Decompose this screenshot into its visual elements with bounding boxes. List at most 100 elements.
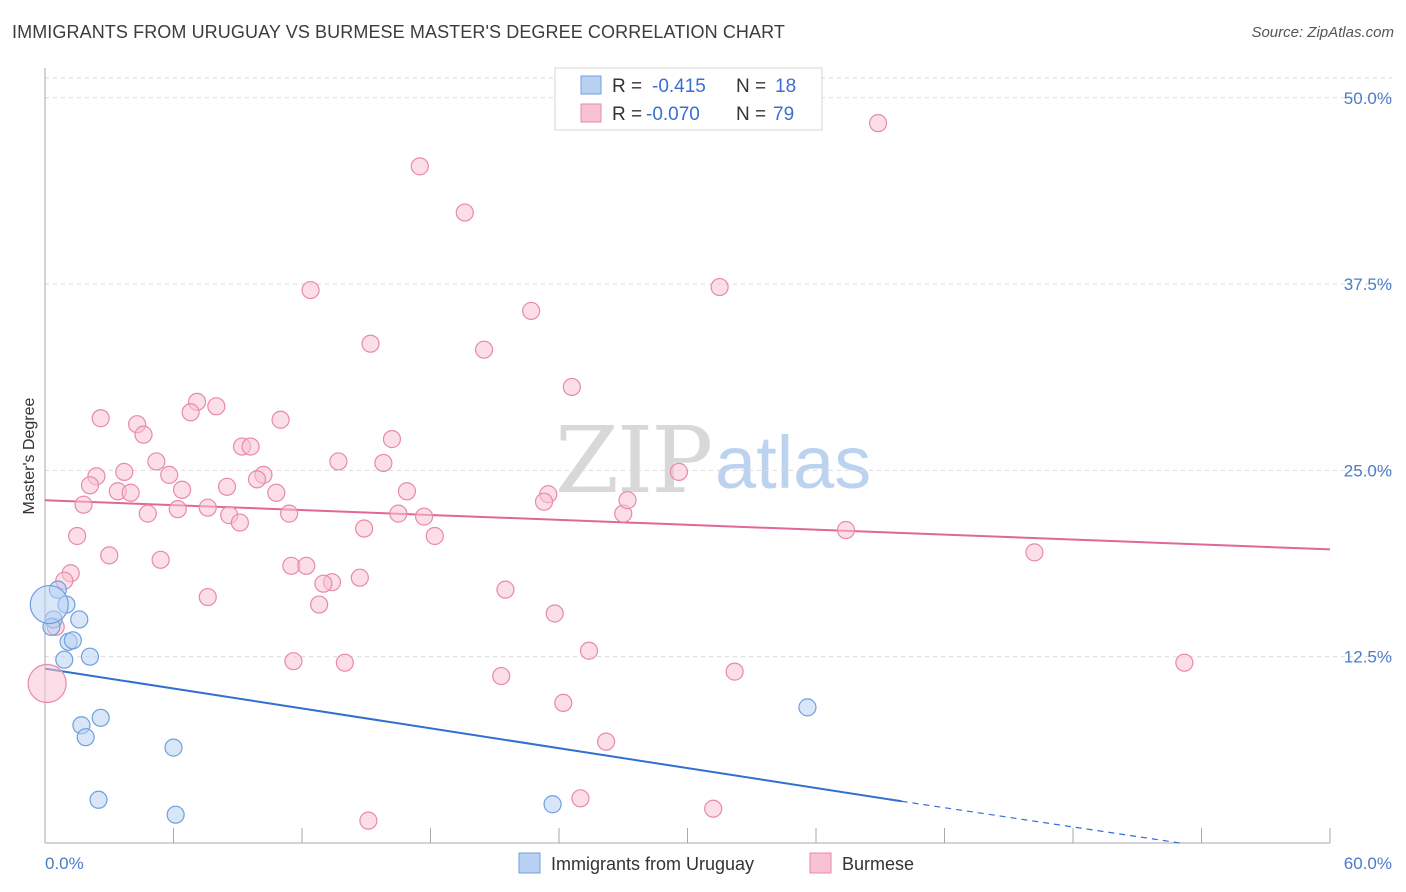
burmese-point — [496, 580, 515, 599]
burmese-point — [382, 430, 402, 449]
burmese-point — [138, 504, 157, 523]
burmese-point — [579, 641, 599, 660]
burmese-point — [181, 403, 200, 422]
legend-r-label-burmese: R = — [612, 104, 642, 125]
burmese-point — [474, 340, 494, 359]
burmese-point — [230, 513, 249, 532]
bottom-legend-label-burmese: Burmese — [842, 854, 914, 874]
burmese-point — [359, 811, 378, 830]
burmese-point — [397, 482, 417, 501]
burmese-point — [361, 334, 380, 353]
legend-n-label-uruguay: N = — [736, 76, 766, 97]
burmese-point — [554, 693, 573, 713]
watermark-atlas: atlas — [715, 421, 871, 504]
burmese-point — [27, 663, 67, 704]
y-tick-label: 50.0% — [1344, 89, 1392, 108]
burmese-point — [410, 157, 429, 176]
burmese-point — [80, 476, 100, 495]
burmese-point — [869, 114, 888, 133]
burmese-point — [297, 556, 316, 575]
trend-lines — [44, 499, 1331, 844]
burmese-point — [704, 799, 723, 818]
uruguay-point — [543, 795, 562, 814]
burmese-point — [562, 377, 581, 397]
burmese-point — [115, 462, 134, 481]
burmese-point — [134, 425, 153, 444]
uruguay-points — [29, 580, 817, 824]
burmese-point — [241, 437, 260, 456]
grid-lines — [45, 77, 1392, 658]
burmese-trend-line — [44, 499, 1331, 551]
burmese-point — [168, 500, 187, 519]
burmese-point — [314, 574, 333, 593]
burmese-point — [310, 595, 329, 614]
burmese-point — [74, 495, 93, 514]
legend-r-value-burmese: -0.070 — [646, 104, 700, 125]
burmese-point — [271, 410, 290, 429]
burmese-point — [597, 732, 616, 751]
burmese-point — [160, 465, 179, 484]
legend-r-value-uruguay: -0.415 — [652, 76, 706, 97]
uruguay-point — [55, 650, 74, 669]
uruguay-point — [70, 610, 89, 629]
burmese-point — [492, 666, 511, 686]
burmese-point — [455, 203, 474, 222]
x-tick-label-max: 60.0% — [1344, 854, 1392, 873]
y-tick-labels: 12.5% 25.0% 37.5% 50.0% — [1344, 89, 1392, 667]
uruguay-trend-extension — [901, 800, 1181, 844]
uruguay-point — [164, 738, 183, 757]
burmese-point — [100, 546, 119, 565]
uruguay-point — [29, 584, 69, 625]
burmese-point — [280, 504, 299, 523]
bottom-legend-swatch-uruguay — [518, 852, 541, 874]
legend-n-value-burmese: 79 — [773, 104, 794, 125]
burmese-point — [669, 462, 689, 481]
burmese-point — [267, 483, 286, 502]
uruguay-point — [80, 647, 100, 666]
burmese-point — [425, 526, 444, 546]
uruguay-trend-line — [44, 667, 902, 803]
burmese-point — [522, 301, 541, 321]
burmese-point — [198, 587, 217, 607]
burmese-point — [121, 483, 140, 502]
y-axis-label: Master's Degree — [21, 397, 38, 514]
uruguay-point — [798, 698, 817, 717]
legend-n-value-uruguay: 18 — [775, 76, 796, 97]
burmese-point — [1025, 543, 1044, 562]
burmese-point — [217, 477, 237, 496]
x-ticks — [44, 828, 1331, 843]
burmese-point — [1175, 653, 1194, 672]
burmese-point — [198, 498, 217, 517]
burmese-point — [571, 789, 590, 808]
uruguay-point — [89, 790, 108, 809]
uruguay-point — [166, 805, 185, 824]
bottom-legend-swatch-burmese — [809, 852, 832, 874]
legend-n-label-burmese: N = — [736, 104, 766, 125]
burmese-point — [374, 453, 393, 473]
y-tick-label: 12.5% — [1344, 648, 1392, 667]
burmese-point — [335, 653, 354, 672]
burmese-point — [301, 280, 320, 300]
burmese-point — [414, 507, 434, 526]
stats-legend: R = -0.415 N = 18 R = -0.070 N = 79 — [554, 67, 823, 131]
y-tick-label: 37.5% — [1344, 275, 1392, 294]
burmese-point — [350, 568, 369, 587]
uruguay-point — [91, 708, 110, 727]
burmese-point — [151, 550, 170, 569]
burmese-point — [355, 519, 374, 538]
uruguay-point — [63, 631, 82, 650]
series-legend: Immigrants from Uruguay Burmese — [518, 852, 914, 874]
burmese-point — [836, 520, 856, 540]
burmese-point — [725, 662, 744, 681]
source-credit: Source: ZipAtlas.com — [1251, 24, 1394, 41]
y-tick-label: 25.0% — [1344, 461, 1392, 480]
burmese-point — [91, 409, 110, 428]
burmese-point — [68, 526, 87, 546]
burmese-point — [710, 277, 729, 297]
burmese-point — [618, 491, 637, 510]
burmese-point — [147, 452, 166, 471]
burmese-point — [389, 504, 408, 523]
legend-swatch-burmese — [580, 103, 602, 123]
burmese-point — [284, 652, 303, 671]
